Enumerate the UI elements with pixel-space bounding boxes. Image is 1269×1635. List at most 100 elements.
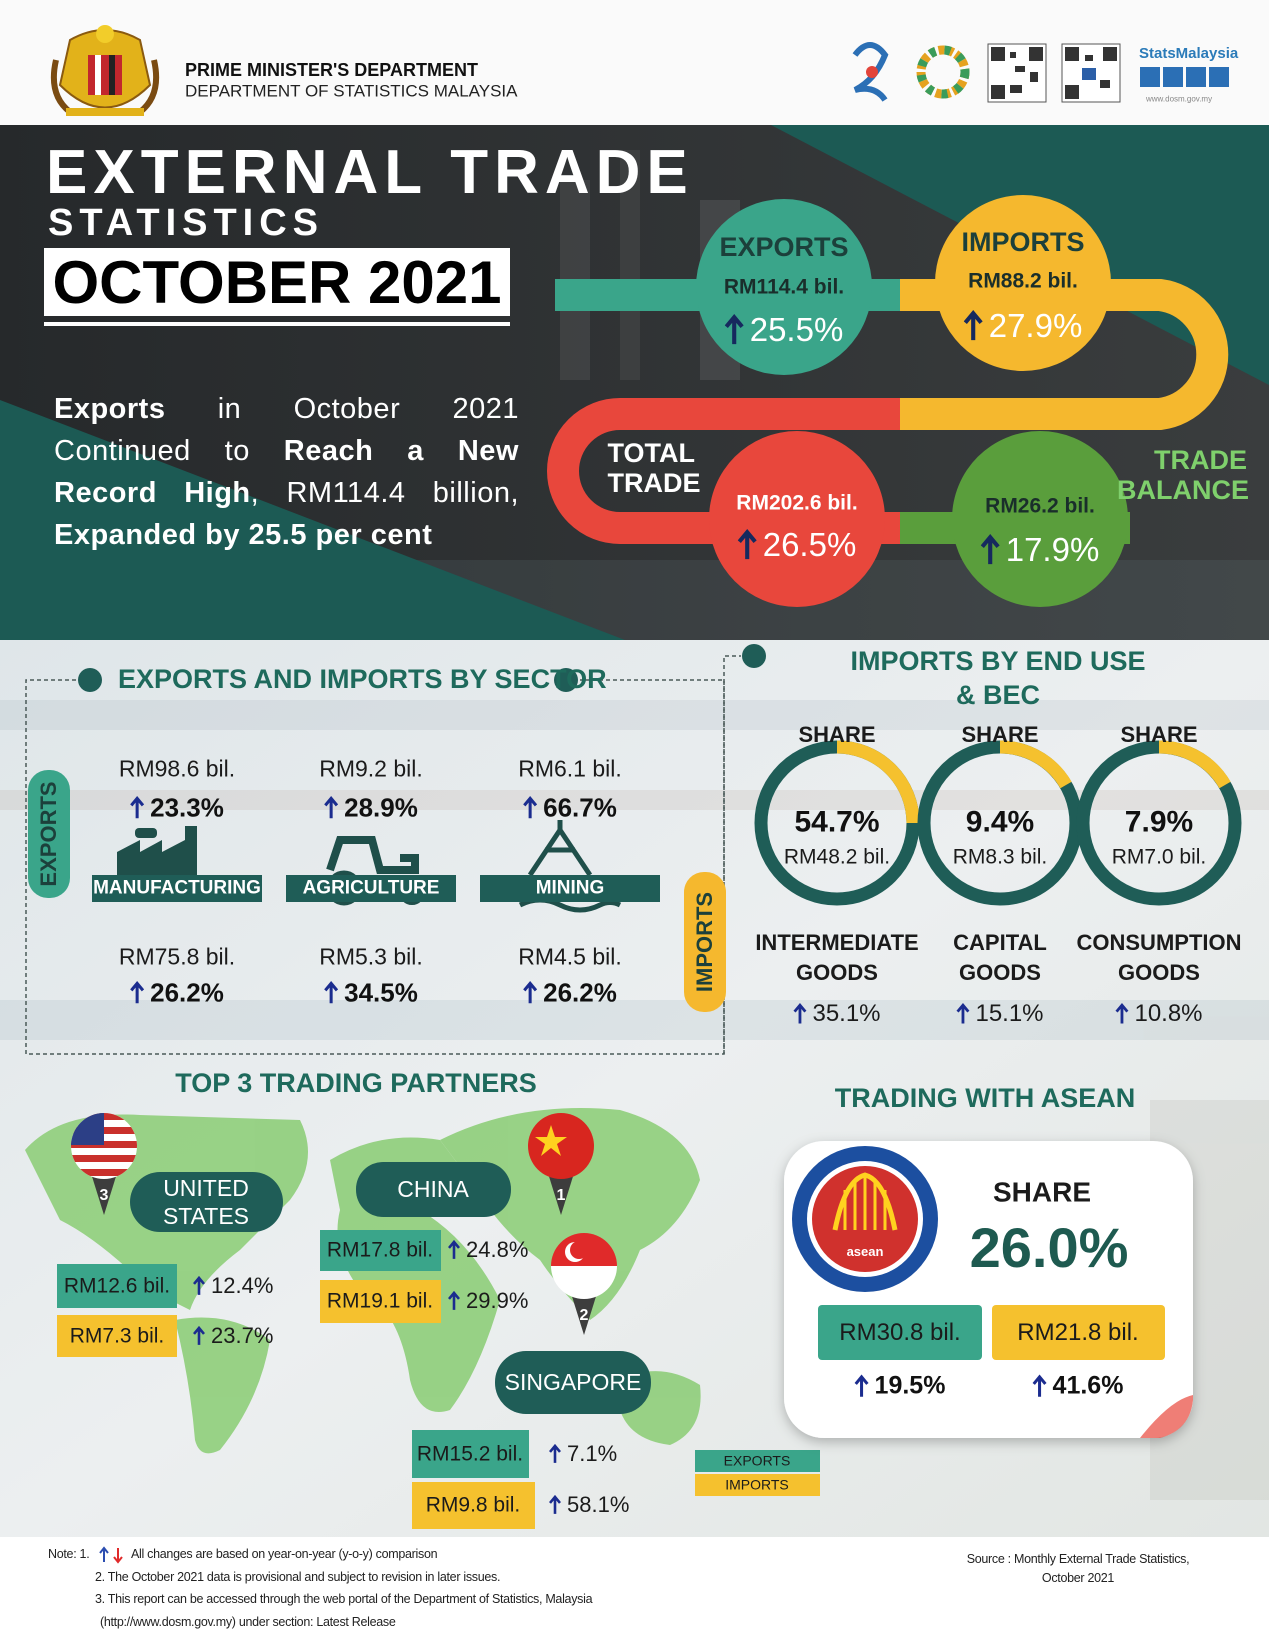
note-lead: Note: 1. — [48, 1547, 90, 1562]
sector-frame — [25, 679, 725, 1055]
total-trade-change: 26.5% — [737, 525, 857, 563]
change-text: 25.5% — [749, 310, 844, 348]
partner-rank: 1 — [556, 1187, 566, 1205]
change-text: 17.9% — [1005, 530, 1100, 568]
hero-subtitle: STATISTICS — [48, 202, 325, 245]
card-accent — [1140, 1395, 1193, 1438]
up-arrow — [523, 796, 538, 819]
partner-import: RM9.8 bil. — [425, 1493, 521, 1517]
up-arrow — [523, 981, 538, 1004]
up-arrow — [193, 1326, 205, 1345]
asean-logo-text: asean — [846, 1243, 884, 1259]
up-arrow — [193, 1276, 205, 1295]
partner-export-change: 7.1% — [549, 1441, 617, 1466]
up-arrow — [448, 1291, 460, 1310]
end-use-title: IMPORTS BY END USE — [850, 646, 1146, 677]
imports-label: IMPORTS — [961, 227, 1085, 258]
note-text: All changes are based on year-on-year (y… — [131, 1547, 438, 1562]
change-text: 28.9% — [344, 792, 418, 823]
asean-import-box — [992, 1305, 1165, 1360]
summary-segment: in October 2021 Continued to — [54, 393, 519, 467]
imports-tab-label: IMPORTS — [691, 891, 717, 993]
period-box — [44, 248, 510, 316]
up-arrow — [130, 796, 145, 819]
note-text: 2. The October 2021 data is provisional … — [95, 1569, 501, 1584]
share-value: 7.9% — [1124, 805, 1194, 839]
imports-circle — [935, 195, 1111, 371]
partner-export-change: 24.8% — [448, 1237, 528, 1262]
import-change: 34.5% — [324, 979, 418, 1008]
export-value: RM6.1 bil. — [518, 755, 622, 782]
asean-title: TRADING WITH ASEAN — [834, 1083, 1136, 1114]
change-text: 35.1% — [812, 999, 881, 1027]
header-logos — [852, 42, 1229, 103]
partner-export: RM17.8 bil. — [326, 1238, 434, 1262]
asean-import-change: 41.6% — [1032, 1371, 1124, 1400]
export-value: RM98.6 bil. — [118, 755, 236, 782]
trade-balance-value: RM26.2 bil. — [985, 494, 1095, 518]
legend-label: EXPORTS — [723, 1452, 791, 1469]
import-value: RM7.0 bil. — [1111, 845, 1207, 869]
partner-import-change: 58.1% — [549, 1491, 630, 1517]
change-text: 58.1% — [567, 1491, 630, 1517]
end-use-frame — [723, 655, 741, 1054]
partner-export: RM15.2 bil. — [416, 1442, 524, 1466]
partner-export: RM12.6 bil. — [63, 1274, 171, 1298]
up-arrow — [324, 981, 339, 1004]
up-arrow — [1115, 1003, 1129, 1024]
asean-import: RM21.8 bil. — [1017, 1318, 1139, 1346]
partner-name: UNITED STATES — [162, 1175, 250, 1229]
export-change: 23.3% — [130, 794, 224, 823]
up-arrow — [956, 1003, 970, 1024]
up-arrow — [963, 310, 983, 341]
hero-summary: Exports in October 2021 Continued to Rea… — [54, 388, 519, 556]
end-use-rings — [754, 740, 1242, 906]
partner-pins — [71, 1113, 617, 1335]
change-text: 29.9% — [466, 1287, 529, 1313]
change-text: 41.6% — [1052, 1371, 1124, 1400]
exports-change: 25.5% — [724, 310, 844, 348]
partner-boxes — [57, 1230, 535, 1529]
up-arrow — [980, 534, 1000, 565]
up-arrow — [549, 1444, 561, 1463]
asean-share: 26.0% — [969, 1216, 1129, 1280]
trade-balance-label: TRADE BALANCE — [1117, 445, 1249, 505]
partner-import: RM7.3 bil. — [69, 1324, 165, 1348]
change-text: 26.5% — [762, 525, 857, 563]
change-text: 19.5% — [874, 1371, 946, 1400]
frame-dot — [78, 668, 102, 692]
period-underline — [44, 322, 510, 326]
change-text: 10.8% — [1134, 999, 1203, 1027]
dept-subname: DEPARTMENT OF STATISTICS MALAYSIA — [185, 81, 518, 101]
partner-import: RM19.1 bil. — [326, 1289, 434, 1313]
total-trade-circle — [709, 431, 885, 607]
legend-imports — [695, 1474, 820, 1496]
asean-logo — [792, 1146, 938, 1292]
crest — [50, 25, 160, 116]
note-text: 3. This report can be accessed through t… — [95, 1592, 593, 1607]
partner-import-change: 23.7% — [193, 1323, 273, 1348]
end-use-name: INTERMEDIATE GOODS — [755, 930, 919, 985]
import-change: 26.2% — [130, 979, 224, 1008]
up-arrow — [324, 796, 339, 819]
summary-segment: , RM114.4 billion, — [250, 477, 520, 509]
end-use-change: 10.8% — [1115, 999, 1203, 1027]
sector-bars — [92, 875, 660, 902]
sector-name: MINING — [535, 877, 605, 899]
summary-segment: Reach a New Record High — [54, 435, 519, 509]
up-arrow — [793, 1003, 807, 1024]
partners-title: TOP 3 TRADING PARTNERS — [175, 1068, 537, 1099]
total-trade-label: TOTAL TRADE — [607, 438, 701, 498]
imports-tab — [684, 872, 726, 1012]
partner-import-change: 29.9% — [448, 1287, 529, 1313]
share-value: 54.7% — [794, 805, 880, 839]
exports-value: RM114.4 bil. — [723, 275, 845, 299]
hero-title: EXTERNAL TRADE — [46, 137, 694, 207]
up-arrow — [724, 314, 744, 345]
exports-label: EXPORTS — [719, 232, 849, 263]
change-text: 27.9% — [988, 306, 1083, 344]
brand-url: www.dosm.gov.my — [1146, 94, 1213, 104]
up-arrow — [1032, 1374, 1047, 1397]
